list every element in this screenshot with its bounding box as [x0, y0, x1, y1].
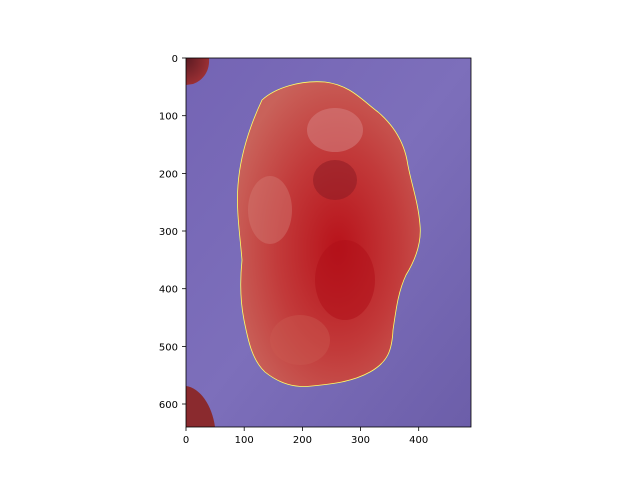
y-tick-label: 200: [159, 169, 178, 180]
y-tick-label: 0: [172, 54, 178, 65]
x-tick-labels: 0 100 200 300 400: [183, 435, 428, 446]
corner-lesion-top-left: [186, 58, 210, 85]
lesion-light-patch: [270, 315, 330, 365]
x-tick-label: 400: [409, 435, 428, 446]
lesion-light-patch: [307, 108, 363, 152]
lesion-dark-patch: [313, 160, 357, 200]
lesion-region: [237, 81, 421, 387]
x-tick-label: 0: [183, 435, 189, 446]
y-tick-label: 500: [159, 342, 178, 353]
y-tick-label: 600: [159, 400, 178, 411]
y-ticks: [182, 57, 186, 405]
y-tick-label: 100: [159, 112, 178, 123]
y-tick-labels: 0 100 200 300 400 500 600: [159, 54, 178, 411]
y-tick-label: 400: [159, 285, 178, 296]
axes-frame: [185, 57, 472, 428]
lesion-dark-patch: [315, 240, 375, 320]
y-tick-label: 300: [159, 227, 178, 238]
x-tick-label: 300: [351, 435, 370, 446]
x-ticks: [185, 427, 420, 431]
x-tick-label: 200: [293, 435, 312, 446]
corner-lesion-bottom-left: [186, 386, 215, 427]
x-tick-label: 100: [235, 435, 254, 446]
lesion-light-patch: [248, 176, 292, 244]
image-axes: [185, 57, 472, 428]
